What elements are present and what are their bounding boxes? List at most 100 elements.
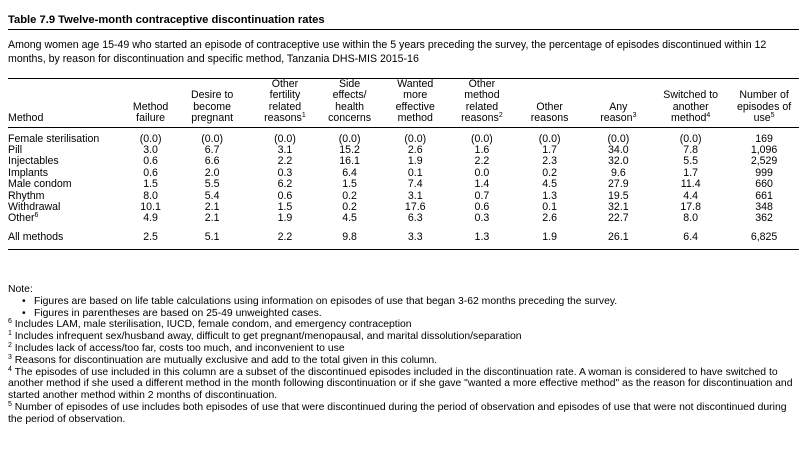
- table-row: Male condom 1.5 5.5 6.2 1.5 7.4 1.4 4.5 27.9 11.4…: [8, 178, 799, 191]
- value-cell: 1.5: [277, 201, 293, 214]
- value-cell: 0.1: [542, 201, 557, 214]
- value-cell: 6.3: [407, 212, 423, 225]
- value-cell: 9.6: [610, 166, 626, 179]
- table-row: Pill 3.0 6.7 3.1 15.2 2.6 1.6 1.7 34.0 7.8 1,096: [8, 144, 799, 157]
- col-header-side-effects: Side effects/health concerns: [317, 78, 382, 128]
- method-cell: All methods: [8, 224, 130, 251]
- method-cell: Implants: [8, 166, 49, 179]
- method-cell: Withdrawal: [8, 201, 61, 214]
- value-cell: 1.9: [277, 212, 293, 225]
- value-cell: 6.7: [204, 144, 220, 157]
- value-cell: 16.1: [339, 155, 360, 168]
- col-header-episodes: Number of episodes of use5: [729, 79, 799, 128]
- value-cell: 4.5: [542, 178, 557, 191]
- method-cell: Male condom: [8, 178, 72, 191]
- method-cell: Pill: [8, 144, 23, 157]
- value-cell: (0.0): [538, 132, 561, 145]
- value-cell: 22.7: [608, 212, 629, 225]
- value-cell: 0.3: [474, 212, 490, 225]
- value-cell: 34.0: [608, 144, 629, 157]
- value-cell: 0.6: [474, 201, 490, 214]
- value-cell: 4.5: [342, 212, 357, 225]
- value-cell: 27.9: [608, 178, 629, 191]
- value-cell: 0.6: [143, 166, 158, 179]
- table-header: Method Method failure Desire to become preg…: [8, 78, 799, 128]
- value-cell: (0.0): [274, 132, 296, 145]
- value-cell: 1.7: [683, 166, 699, 179]
- value-cell: 3.1: [407, 189, 423, 202]
- value-cell: 2.2: [277, 155, 293, 168]
- value-cell: 0.2: [542, 166, 557, 179]
- notes-heading: Note:: [8, 284, 33, 295]
- value-cell: 1.3: [449, 224, 515, 251]
- value-cell: 5.5: [683, 155, 699, 168]
- value-cell: (0.0): [679, 132, 702, 145]
- value-cell: 32.1: [608, 201, 629, 214]
- value-cell: 2.6: [542, 212, 557, 225]
- all-methods-row: All methods 2.5 5.1 2.2 9.8 3.3 1.3 1.9 26.1 6.4 6…: [8, 224, 799, 251]
- value-cell: (0.0): [471, 132, 493, 145]
- value-cell: 17.8: [680, 201, 701, 214]
- value-cell: 7.8: [683, 144, 699, 157]
- table-title: Table 7.9 Twelve-month contraceptive dis…: [8, 13, 799, 30]
- value-cell: (0.0): [338, 132, 361, 145]
- value-cell: 3.1: [277, 144, 293, 157]
- col-header-other-method: Other method related reasons2: [449, 78, 515, 128]
- value-cell: 1.3: [542, 189, 557, 202]
- footnote: 6 Includes LAM, male sterilisation, IUCD…: [8, 318, 412, 331]
- method-cell: Injectables: [8, 155, 59, 168]
- value-cell: 362: [755, 212, 773, 225]
- col-header-method: Method: [8, 79, 130, 128]
- value-cell: 2.5: [129, 224, 173, 251]
- footnote: 4 The episodes of use included in this c…: [8, 365, 793, 402]
- col-header-method-failure: Method failure: [129, 79, 173, 128]
- notes-section: Note: • Figures are based on life table c…: [8, 284, 799, 426]
- value-cell: 0.6: [277, 189, 293, 202]
- table-row: Other6 4.9 2.1 1.9 4.5 6.3 0.3 2.6 22.7 8.0 362: [8, 212, 799, 225]
- method-cell: Other6: [8, 212, 39, 225]
- value-cell: 2.6: [407, 144, 423, 157]
- value-cell: 0.3: [277, 166, 293, 179]
- value-cell: 17.6: [404, 201, 426, 214]
- value-cell: 0.6: [143, 155, 158, 168]
- note-bullet: • Figures are based on life table calcula…: [22, 295, 618, 307]
- value-cell: (0.0): [201, 132, 224, 145]
- footnote: 1 Includes infrequent sex/husband away, …: [8, 330, 522, 343]
- value-cell: 32.0: [608, 155, 629, 168]
- method-cell: Female sterilisation: [8, 132, 100, 145]
- value-cell: 6.4: [342, 166, 357, 179]
- value-cell: 11.4: [680, 178, 701, 191]
- value-cell: 0.1: [407, 166, 423, 179]
- value-cell: 348: [755, 201, 773, 214]
- col-header-other-fertility: Other fertility related reasons1: [252, 78, 318, 128]
- value-cell: 19.5: [608, 189, 629, 202]
- table-row: Female sterilisation (0.0) (0.0) (0.0) (0.0)…: [8, 127, 799, 145]
- value-cell: 1.6: [474, 144, 490, 157]
- footnote: 3 Reasons for discontinuation are mutual…: [8, 353, 438, 366]
- value-cell: 1.9: [407, 155, 423, 168]
- value-cell: 8.0: [143, 189, 158, 202]
- table-row: Rhythm 8.0 5.4 0.6 0.2 3.1 0.7 1.3 19.5 4.4 661: [8, 189, 799, 202]
- table-row: Withdrawal 10.1 2.1 1.5 0.2 17.6 0.6 0.1 32.1 17.…: [8, 201, 799, 214]
- value-cell: 1.9: [514, 224, 585, 251]
- table-description: Among women age 15-49 who started an epi…: [8, 39, 767, 65]
- footnote: 2 Includes lack of access/too far, costs…: [8, 341, 345, 354]
- table-row: Injectables 0.6 6.6 2.2 16.1 1.9 2.2 2.3 32.0 5.5…: [8, 155, 799, 168]
- value-cell: 3.0: [143, 144, 158, 157]
- note-bullet: • Figures in parentheses are based on 25-…: [22, 307, 322, 319]
- value-cell: 1,096: [750, 144, 778, 157]
- value-cell: 1.4: [474, 178, 490, 191]
- value-cell: 0.2: [342, 201, 357, 214]
- col-header-other-reasons: Other reasons: [514, 79, 585, 128]
- value-cell: 15.2: [339, 144, 360, 157]
- value-cell: 2.1: [204, 212, 220, 225]
- value-cell: (0.0): [139, 132, 162, 145]
- value-cell: 2,529: [750, 155, 778, 168]
- value-cell: 169: [755, 132, 773, 145]
- value-cell: 2.2: [474, 155, 490, 168]
- value-cell: 0.0: [474, 166, 490, 179]
- col-header-wanted-effective: Wanted more effective method: [381, 78, 450, 128]
- value-cell: 3.3: [381, 224, 450, 251]
- value-cell: 7.4: [407, 178, 423, 191]
- value-cell: 6,825: [729, 224, 799, 251]
